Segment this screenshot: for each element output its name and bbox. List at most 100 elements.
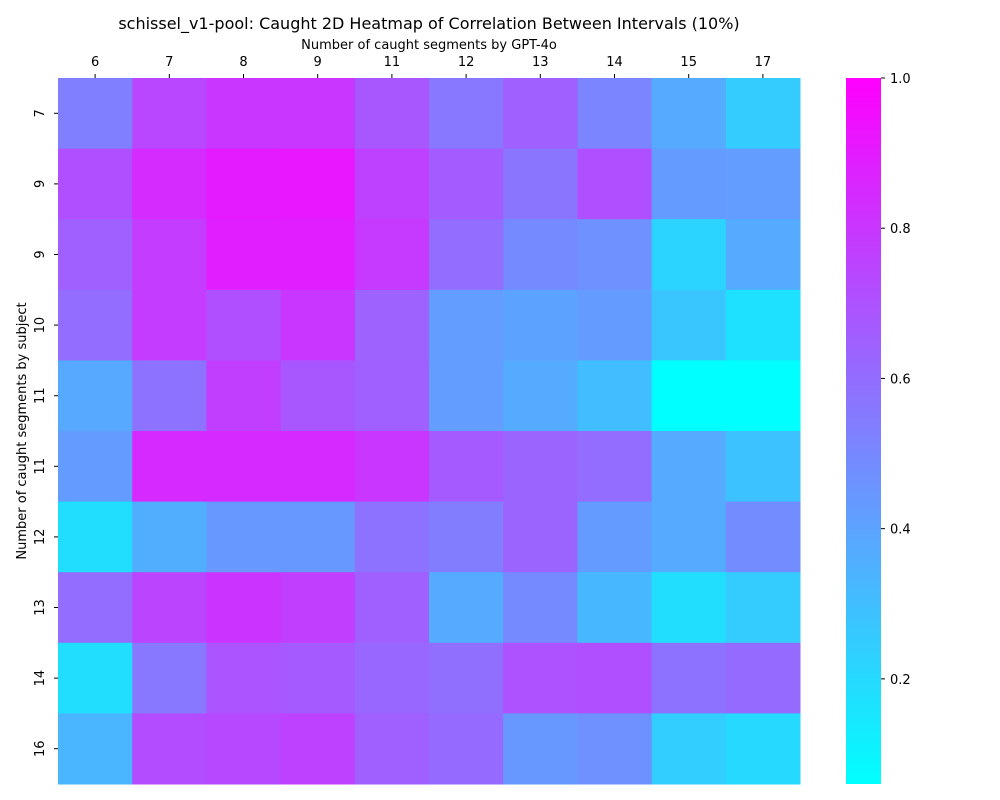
heatmap-cell bbox=[354, 78, 430, 150]
heatmap-cell bbox=[132, 713, 207, 785]
colorbar-tick-label: 0.2 bbox=[890, 673, 911, 688]
y-tick-label: 10 bbox=[33, 317, 48, 334]
heatmap-cell bbox=[429, 78, 504, 150]
heatmap-cell bbox=[206, 289, 282, 361]
heatmap-cell bbox=[429, 431, 504, 503]
heatmap-cell bbox=[132, 642, 207, 714]
x-tick-label: 7 bbox=[165, 55, 173, 70]
heatmap-cell bbox=[429, 289, 504, 361]
x-tick-label: 12 bbox=[458, 55, 475, 70]
heatmap-cell bbox=[577, 148, 653, 220]
heatmap-cell bbox=[725, 713, 801, 785]
heatmap-cell bbox=[577, 289, 653, 361]
y-tick-label: 7 bbox=[33, 109, 48, 117]
y-tick-label: 9 bbox=[33, 180, 48, 188]
heatmap-cell bbox=[429, 219, 504, 291]
heatmap-cell bbox=[651, 78, 727, 150]
heatmap-cell bbox=[503, 501, 578, 573]
y-tick-label: 11 bbox=[33, 387, 48, 404]
heatmap-cell bbox=[651, 219, 727, 291]
heatmap-cell bbox=[503, 219, 578, 291]
y-tick-labels: 7 9 9 10 11 11 12 13 14 16 bbox=[33, 109, 58, 757]
x-tick-label: 13 bbox=[532, 55, 549, 70]
x-tick-label: 17 bbox=[755, 55, 772, 70]
heatmap-cell bbox=[725, 360, 801, 432]
heatmap-cell bbox=[58, 78, 133, 150]
heatmap-cell bbox=[132, 360, 207, 432]
heatmap-cell bbox=[725, 501, 801, 573]
heatmap-cell bbox=[280, 289, 356, 361]
heatmap-cell bbox=[651, 360, 727, 432]
y-tick-label: 9 bbox=[33, 250, 48, 258]
heatmap-cell bbox=[725, 289, 801, 361]
heatmap-cell bbox=[58, 501, 133, 573]
x-axis-label: Number of caught segments by GPT-4o bbox=[301, 38, 557, 53]
heatmap-cell bbox=[503, 431, 578, 503]
colorbar bbox=[846, 78, 881, 784]
heatmap-cell bbox=[58, 642, 133, 714]
heatmap-cell bbox=[725, 431, 801, 503]
heatmap-cell bbox=[577, 431, 653, 503]
heatmap-cell bbox=[132, 148, 207, 220]
heatmap-cell bbox=[206, 713, 282, 785]
heatmap-cell bbox=[354, 431, 430, 503]
heatmap-cell bbox=[206, 431, 282, 503]
colorbar-tick-label: 0.8 bbox=[890, 222, 911, 237]
heatmap-cell bbox=[354, 360, 430, 432]
heatmap-cell bbox=[206, 572, 282, 644]
heatmap-cell bbox=[577, 78, 653, 150]
heatmap-cell bbox=[725, 572, 801, 644]
heatmap-cells bbox=[58, 78, 801, 785]
heatmap-cell bbox=[503, 148, 578, 220]
y-tick-label: 12 bbox=[33, 529, 48, 546]
y-tick-label: 13 bbox=[33, 599, 48, 616]
heatmap-cell bbox=[280, 148, 356, 220]
heatmap-cell bbox=[354, 713, 430, 785]
heatmap-cell bbox=[280, 219, 356, 291]
x-tick-label: 6 bbox=[91, 55, 99, 70]
y-tick-label: 14 bbox=[33, 670, 48, 687]
heatmap-cell bbox=[503, 289, 578, 361]
heatmap-cell bbox=[354, 289, 430, 361]
heatmap-cell bbox=[206, 78, 282, 150]
y-axis-label: Number of caught segments by subject bbox=[15, 302, 30, 559]
heatmap-cell bbox=[206, 360, 282, 432]
heatmap-cell bbox=[58, 431, 133, 503]
heatmap-cell bbox=[280, 642, 356, 714]
heatmap-cell bbox=[354, 219, 430, 291]
heatmap-cell bbox=[58, 360, 133, 432]
heatmap-cell bbox=[725, 148, 801, 220]
heatmap-cell bbox=[206, 148, 282, 220]
heatmap-cell bbox=[280, 78, 356, 150]
y-tick-label: 11 bbox=[33, 458, 48, 475]
heatmap-cell bbox=[58, 289, 133, 361]
heatmap-cell bbox=[280, 360, 356, 432]
x-tick-label: 14 bbox=[606, 55, 623, 70]
heatmap-cell bbox=[280, 431, 356, 503]
heatmap-cell bbox=[429, 642, 504, 714]
heatmap-cell bbox=[132, 431, 207, 503]
heatmap-cell bbox=[651, 642, 727, 714]
heatmap-cell bbox=[206, 501, 282, 573]
heatmap-cell bbox=[429, 501, 504, 573]
y-tick-label: 16 bbox=[33, 740, 48, 757]
heatmap-cell bbox=[725, 642, 801, 714]
heatmap-cell bbox=[354, 148, 430, 220]
heatmap-cell bbox=[503, 642, 578, 714]
heatmap-cell bbox=[206, 642, 282, 714]
x-tick-label: 8 bbox=[239, 55, 247, 70]
heatmap-cell bbox=[429, 148, 504, 220]
heatmap-cell bbox=[725, 219, 801, 291]
heatmap-cell bbox=[132, 289, 207, 361]
heatmap-cell bbox=[503, 360, 578, 432]
heatmap-cell bbox=[577, 360, 653, 432]
colorbar-tick-label: 0.4 bbox=[890, 523, 911, 538]
heatmap-cell bbox=[206, 219, 282, 291]
heatmap-cell bbox=[503, 78, 578, 150]
heatmap-cell bbox=[132, 572, 207, 644]
heatmap-cell bbox=[651, 713, 727, 785]
heatmap-cell bbox=[651, 289, 727, 361]
heatmap-cell bbox=[280, 572, 356, 644]
heatmap-cell bbox=[725, 78, 801, 150]
heatmap-cell bbox=[577, 219, 653, 291]
